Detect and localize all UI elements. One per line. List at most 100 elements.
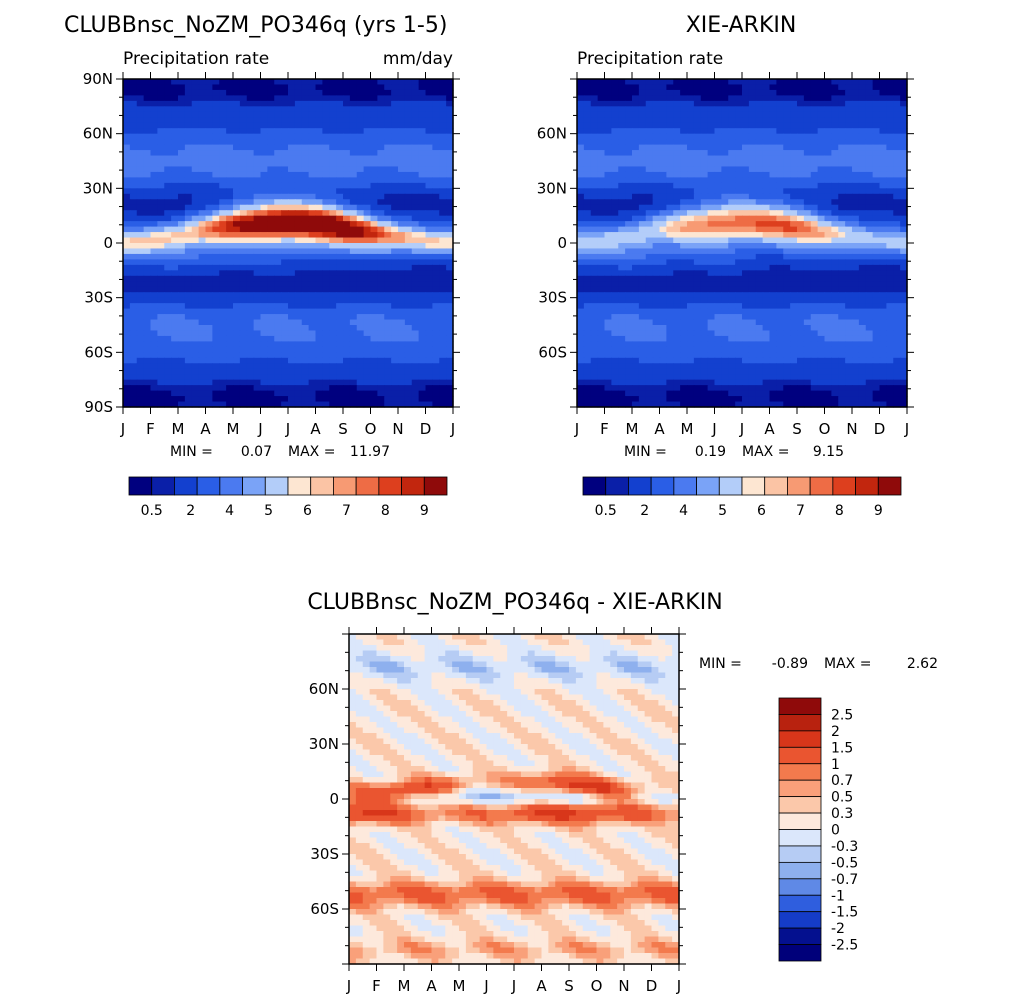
heatmap-cell xyxy=(143,199,152,206)
heatmap-cell xyxy=(680,161,688,168)
heatmap-cell xyxy=(411,210,420,217)
heatmap-cell xyxy=(797,226,805,233)
heatmap-cell xyxy=(879,89,887,96)
heatmap-cell xyxy=(803,100,812,107)
heatmap-cell xyxy=(632,188,640,195)
heatmap-cell xyxy=(150,335,158,342)
heatmap-cell xyxy=(728,128,736,135)
heatmap-cell xyxy=(356,232,365,239)
heatmap-cell xyxy=(707,193,716,200)
heatmap-cell xyxy=(735,166,743,173)
heatmap-cell xyxy=(652,177,661,184)
heatmap-cell xyxy=(398,281,406,288)
heatmap-cell xyxy=(391,79,399,86)
heatmap-cell xyxy=(336,264,344,271)
heatmap-cell xyxy=(274,374,282,381)
heatmap-cell xyxy=(191,286,200,293)
heatmap-cell xyxy=(136,215,145,222)
heatmap-cell xyxy=(769,100,777,107)
heatmap-cell xyxy=(735,139,743,146)
heatmap-cell xyxy=(267,363,275,370)
heatmap-cell xyxy=(315,292,323,299)
heatmap-cell xyxy=(157,330,165,337)
heatmap-cell xyxy=(184,79,193,86)
heatmap-cell xyxy=(178,270,186,277)
heatmap-cell xyxy=(865,226,874,233)
heatmap-cell xyxy=(790,84,798,91)
heatmap-cell xyxy=(446,253,454,260)
heatmap-cell xyxy=(294,346,303,353)
heatmap-cell xyxy=(439,199,447,206)
heatmap-cell xyxy=(879,79,887,86)
heatmap-cell xyxy=(604,270,612,277)
heatmap-cell xyxy=(233,117,241,124)
heatmap-cell xyxy=(673,150,681,157)
heatmap-cell xyxy=(191,292,200,299)
heatmap-cell xyxy=(673,139,681,146)
heatmap-cell xyxy=(886,286,894,293)
heatmap-cell xyxy=(446,357,454,364)
heatmap-cell xyxy=(611,84,619,91)
heatmap-cell xyxy=(845,139,853,146)
heatmap-cell xyxy=(336,253,344,260)
heatmap-cell xyxy=(212,111,220,118)
heatmap-cell xyxy=(356,281,365,288)
heatmap-cell xyxy=(356,237,365,244)
heatmap-cell xyxy=(288,226,296,233)
heatmap-cell xyxy=(164,352,172,359)
heatmap-cell xyxy=(191,133,200,140)
heatmap-cell xyxy=(652,144,661,151)
heatmap-cell xyxy=(645,232,654,239)
heatmap-cell xyxy=(597,166,606,173)
heatmap-cell xyxy=(411,314,420,321)
heatmap-cell xyxy=(219,335,227,342)
heatmap-cell xyxy=(226,161,234,168)
heatmap-cell xyxy=(659,79,667,86)
heatmap-cell xyxy=(212,210,220,217)
heatmap-cell xyxy=(150,314,158,321)
heatmap-cell xyxy=(783,193,791,200)
heatmap-cell xyxy=(164,155,172,162)
heatmap-cell xyxy=(446,232,454,239)
heatmap-cell xyxy=(762,89,771,96)
heatmap-cell xyxy=(858,171,867,178)
heatmap-cell xyxy=(398,177,406,184)
heatmap-cell xyxy=(398,325,406,332)
heatmap-cell xyxy=(900,106,908,113)
heatmap-cell xyxy=(680,259,688,266)
heatmap-cell xyxy=(803,199,812,206)
heatmap-cell xyxy=(171,95,179,102)
heatmap-cell xyxy=(212,243,220,250)
heatmap-cell xyxy=(625,182,633,189)
heatmap-cell xyxy=(391,122,399,129)
heatmap-cell xyxy=(769,111,777,118)
heatmap-cell xyxy=(129,243,138,250)
heatmap-cell xyxy=(370,106,378,113)
heatmap-cell xyxy=(632,122,640,129)
heatmap-cell xyxy=(831,297,839,304)
heatmap-cell xyxy=(363,363,372,370)
heatmap-cell xyxy=(178,232,186,239)
heatmap-cell xyxy=(439,89,447,96)
heatmap-cell xyxy=(274,226,282,233)
heatmap-cell xyxy=(721,215,729,222)
heatmap-cell xyxy=(411,177,420,184)
heatmap-cell xyxy=(411,330,420,337)
heatmap-cell xyxy=(831,161,839,168)
heatmap-cell xyxy=(226,210,234,217)
heatmap-cell xyxy=(239,100,248,107)
heatmap-cell xyxy=(157,335,165,342)
heatmap-cell xyxy=(184,89,193,96)
heatmap-cell xyxy=(233,281,241,288)
heatmap-cell xyxy=(233,330,241,337)
heatmap-cell xyxy=(233,308,241,315)
heatmap-cell xyxy=(363,396,372,403)
heatmap-cell xyxy=(260,325,268,332)
heatmap-cell xyxy=(301,139,310,146)
heatmap-cell xyxy=(136,275,145,282)
heatmap-cell xyxy=(246,270,255,277)
heatmap-cell xyxy=(790,171,798,178)
heatmap-cell xyxy=(191,100,200,107)
heatmap-cell xyxy=(886,144,894,151)
heatmap-cell xyxy=(384,161,392,168)
